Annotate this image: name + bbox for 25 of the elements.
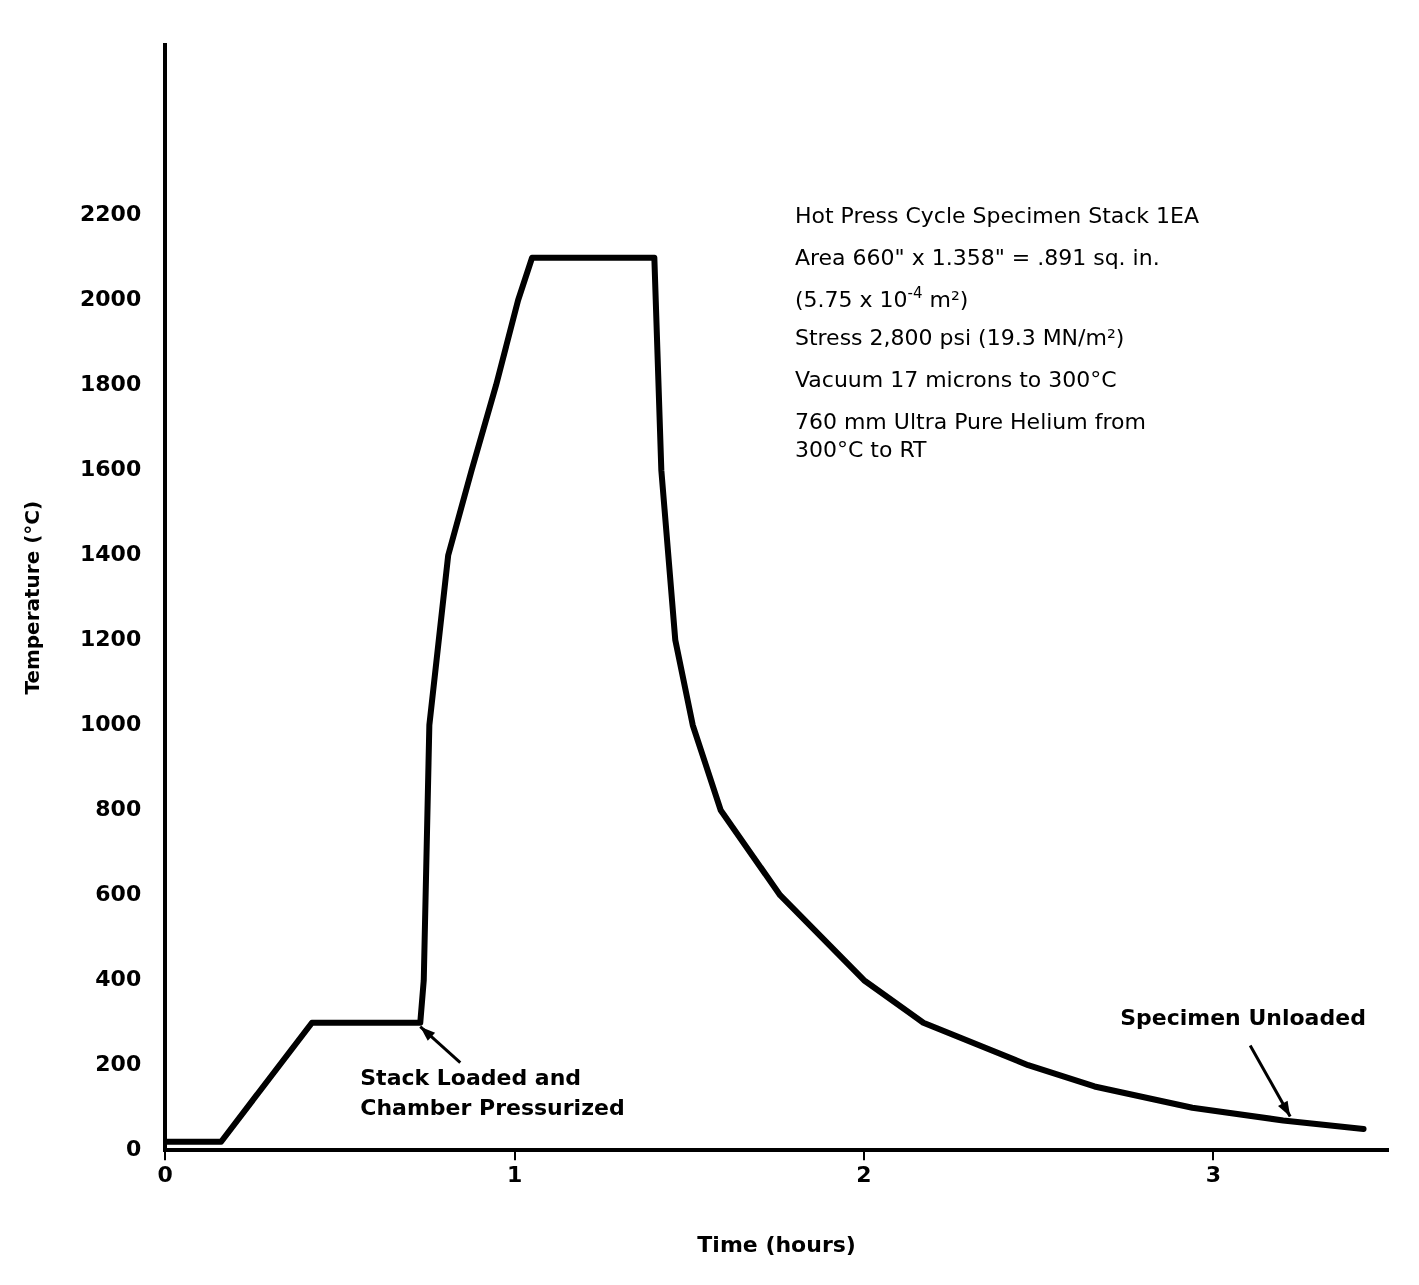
- y-tick-label: 2200: [80, 200, 142, 226]
- y-tick-label: 200: [95, 1050, 142, 1076]
- x-tick-label: 0: [157, 1162, 173, 1188]
- x-tick-label: 2: [856, 1162, 872, 1188]
- annotation: Area 660" x 1.358" = .891 sq. in.: [794, 245, 1160, 271]
- y-tick-label: 1000: [80, 710, 142, 736]
- y-tick-label: 400: [95, 965, 142, 991]
- y-axis-title: Temperature (°C): [20, 500, 45, 695]
- y-tick-label: 1600: [80, 455, 142, 481]
- y-tick-label: 600: [95, 880, 142, 906]
- y-tick-label: 1800: [80, 370, 142, 396]
- x-tick-label: 3: [1205, 1162, 1221, 1188]
- y-tick-label: 0: [125, 1135, 142, 1161]
- y-tick-label: 800: [95, 795, 142, 821]
- x-axis-title: Time (hours): [697, 1231, 856, 1257]
- y-tick-label: 2000: [80, 285, 142, 311]
- y-tick-label: 1200: [80, 625, 142, 651]
- annotation: Specimen Unloaded: [1120, 1005, 1366, 1031]
- annotation: Stress 2,800 psi (19.3 MN/m²): [794, 325, 1125, 351]
- annotation: Vacuum 17 microns to 300°C: [794, 367, 1117, 393]
- annotation: 760 mm Ultra Pure Helium from 300°C to RT: [794, 409, 1146, 463]
- annotation: Stack Loaded and Chamber Pressurized: [360, 1064, 625, 1120]
- x-tick-label: 1: [506, 1162, 523, 1188]
- y-tick-label: 1400: [80, 540, 142, 566]
- annotation: Hot Press Cycle Specimen Stack 1EA: [794, 203, 1200, 229]
